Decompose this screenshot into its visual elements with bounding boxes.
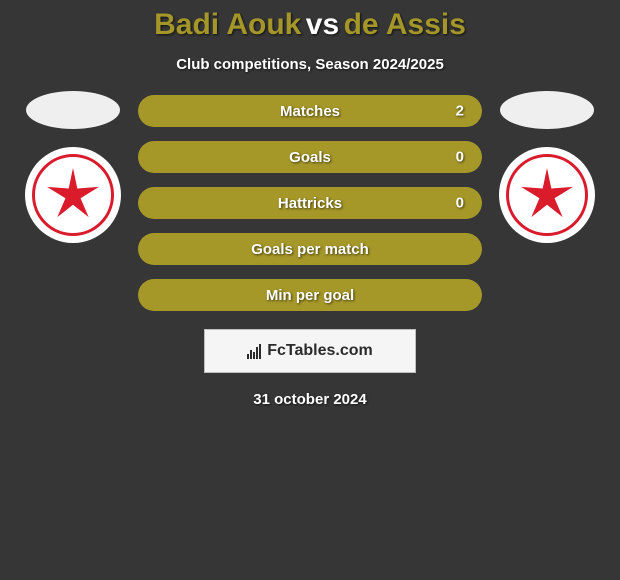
stat-label: Goals: [138, 149, 482, 166]
stat-row: Goals per match: [138, 233, 482, 265]
date-line: 31 october 2024: [0, 373, 620, 408]
stat-right-value: 0: [456, 149, 464, 166]
badge-star-icon: [46, 168, 100, 222]
title-player2: de Assis: [344, 8, 466, 41]
badge-inner-ring: [32, 154, 114, 236]
stat-row: Goals0: [138, 141, 482, 173]
club-badge-left: [25, 147, 121, 243]
footer-brand-text: FcTables.com: [267, 342, 373, 360]
stat-row: Min per goal: [138, 279, 482, 311]
stats-column: Matches2Goals0Hattricks0Goals per matchM…: [138, 91, 482, 311]
stat-right-value: 0: [456, 195, 464, 212]
stat-label: Matches: [138, 103, 482, 120]
title-player1: Badi Aouk: [154, 8, 301, 41]
player-left-col: [18, 91, 128, 243]
bar-chart-icon: [247, 343, 261, 359]
club-badge-right: [499, 147, 595, 243]
stat-row: Matches2: [138, 95, 482, 127]
title-vs: vs: [306, 8, 339, 41]
avatar-placeholder-left: [26, 91, 120, 129]
stat-right-value: 2: [456, 103, 464, 120]
stat-label: Goals per match: [138, 241, 482, 258]
stat-label: Min per goal: [138, 287, 482, 304]
badge-star-icon: [520, 168, 574, 222]
stat-row: Hattricks0: [138, 187, 482, 219]
badge-inner-ring: [506, 154, 588, 236]
avatar-placeholder-right: [500, 91, 594, 129]
comparison-row: Matches2Goals0Hattricks0Goals per matchM…: [0, 91, 620, 311]
footer-brand-box[interactable]: FcTables.com: [204, 329, 416, 373]
stat-label: Hattricks: [138, 195, 482, 212]
subtitle: Club competitions, Season 2024/2025: [0, 46, 620, 91]
page-title: Badi Aouk vs de Assis: [0, 0, 620, 46]
player-right-col: [492, 91, 602, 243]
